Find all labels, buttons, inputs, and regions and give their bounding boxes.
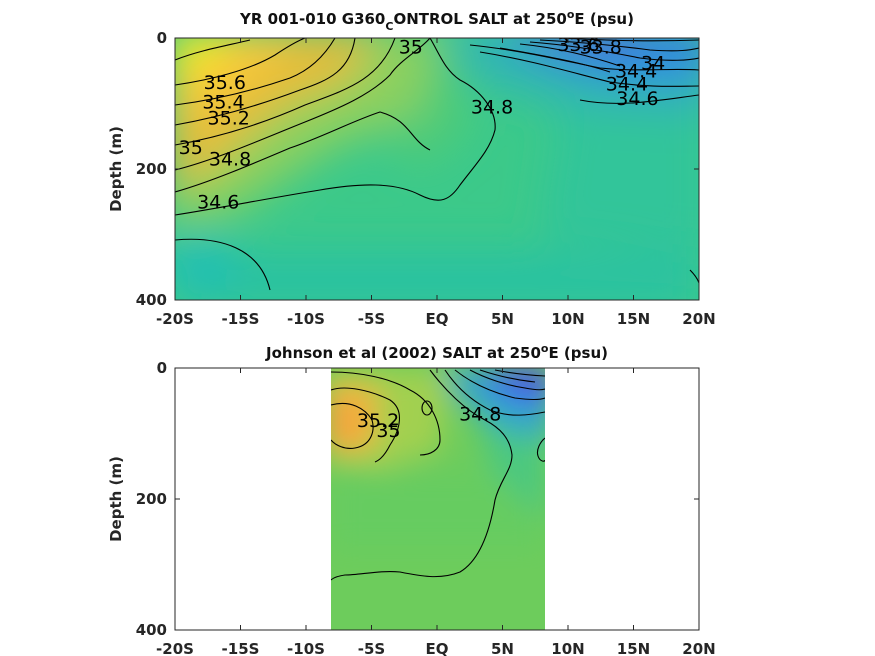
top-contour-labels: 35.635.435.23534.834.63534.833.633.83434…: [179, 37, 666, 213]
top-contour-label: 34.4: [606, 73, 648, 95]
top-contour-label: 33.8: [580, 37, 622, 59]
bottom-y-axis: 0 200 400: [136, 359, 699, 639]
top-panel: YR 001-010 G360CONTROL SALT at 250oE (ps…: [107, 8, 716, 328]
top-contour-label: 35.2: [208, 107, 250, 129]
top-contour-label: 34.6: [197, 191, 239, 213]
bottom-x-tick-label: 5N: [491, 640, 514, 656]
top-y-tick-label: 200: [136, 160, 167, 178]
top-x-tick-label: EQ: [426, 310, 449, 328]
top-x-tick-label: 20N: [682, 310, 715, 328]
top-salinity-field: 35.635.435.23534.834.63534.833.633.83434…: [175, 37, 699, 300]
bottom-contour-lines: [331, 369, 545, 581]
top-contour-lines: [175, 38, 699, 291]
bottom-y-tick-label: 200: [136, 490, 167, 508]
bottom-x-tick-label: 20N: [682, 640, 715, 656]
bottom-y-axis-label: Depth (m): [107, 456, 125, 542]
top-title: YR 001-010 G360CONTROL SALT at 250oE (ps…: [239, 8, 634, 33]
top-contour-label: 34: [641, 52, 665, 74]
top-x-tick-label: 5N: [491, 310, 514, 328]
bottom-contour-label: 34.8: [459, 403, 501, 425]
bottom-x-tick-label: -20S: [156, 640, 194, 656]
bottom-y-tick-label: 400: [136, 621, 167, 639]
top-contour-label: 34.6: [616, 88, 658, 110]
top-contour-label: 35.4: [202, 92, 244, 114]
bottom-panel: Johnson et al (2002) SALT at 250oE (psu): [107, 342, 716, 656]
top-x-tick-label: -15S: [222, 310, 260, 328]
top-y-tick-label: 400: [136, 291, 167, 309]
top-y-tick-label: 0: [157, 29, 167, 47]
top-y-axis-label: Depth (m): [107, 126, 125, 212]
bottom-x-tick-label: 10N: [551, 640, 584, 656]
bottom-x-axis: -20S -15S -10S -5S EQ 5N 10N 15N 20N: [156, 368, 716, 656]
top-contour-label: 35: [399, 37, 423, 59]
bottom-contour-label: 35.2: [357, 410, 399, 432]
bottom-contour-labels: 35.235 34.8: [357, 403, 501, 441]
bottom-title: Johnson et al (2002) SALT at 250oE (psu): [265, 342, 608, 362]
bottom-x-tick-label: EQ: [426, 640, 449, 656]
bottom-contour-label: 35: [376, 420, 400, 442]
top-contour-label: 34.8: [209, 149, 251, 171]
bottom-x-tick-label: -15S: [222, 640, 260, 656]
bottom-x-tick-label: 15N: [617, 640, 650, 656]
bottom-salinity-field: 35.235 34.8: [331, 368, 545, 630]
bottom-x-tick-label: -10S: [287, 640, 325, 656]
top-x-tick-label: 10N: [551, 310, 584, 328]
top-x-tick-label: 15N: [617, 310, 650, 328]
top-x-tick-label: -20S: [156, 310, 194, 328]
bottom-y-tick-label: 0: [157, 359, 167, 377]
top-contour-label: 35: [179, 137, 203, 159]
top-contour-label: 34.8: [471, 96, 513, 118]
top-contour-label: 34.4: [615, 60, 657, 82]
top-x-axis: -20S -15S -10S -5S EQ 5N 10N 15N 20N: [156, 38, 716, 328]
top-x-tick-label: -10S: [287, 310, 325, 328]
bottom-x-tick-label: -5S: [358, 640, 385, 656]
top-x-tick-label: -5S: [358, 310, 385, 328]
top-contour-label: 35.6: [204, 72, 246, 94]
top-y-axis: 0 200 400: [136, 29, 699, 309]
